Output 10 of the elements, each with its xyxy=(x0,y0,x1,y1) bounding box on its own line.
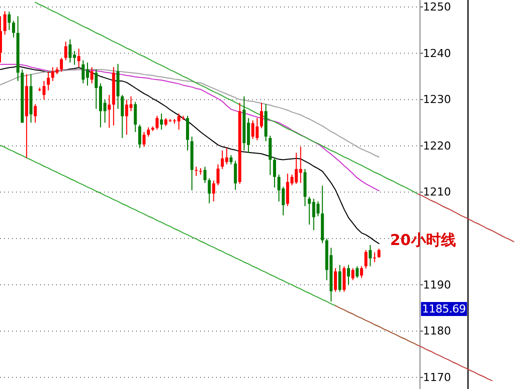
y-tick-label: 1210 xyxy=(423,186,451,199)
annotation: 1185.69 xyxy=(422,302,466,316)
y-tick-label: 1170 xyxy=(423,370,451,384)
annotation: 20小时线 xyxy=(390,231,456,249)
y-tick-label: 1220 xyxy=(423,139,451,152)
y-tick-label: 1240 xyxy=(423,46,451,60)
y-tick-label: 1190 xyxy=(423,278,451,292)
y-tick-label: 1250 xyxy=(423,0,451,14)
y-tick-label: 1230 xyxy=(423,93,451,106)
y-tick-label: 1180 xyxy=(423,324,451,338)
